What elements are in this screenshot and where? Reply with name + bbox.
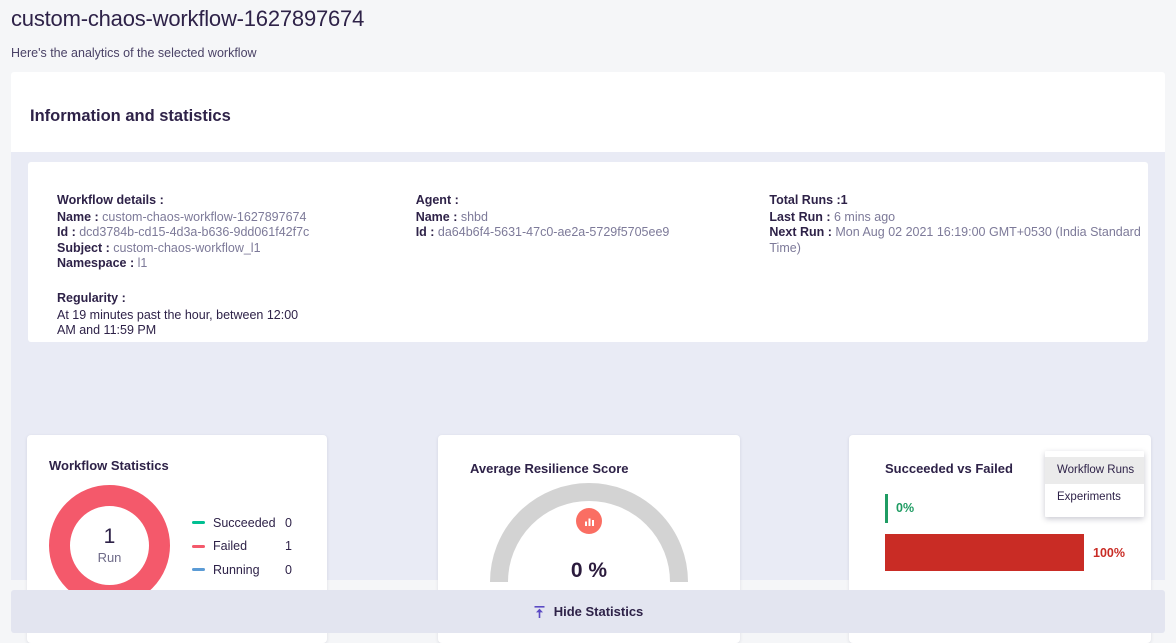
resilience-score-title: Average Resilience Score	[470, 461, 629, 476]
legend-dash-succeeded	[192, 521, 205, 525]
hide-statistics-button[interactable]: Hide Statistics	[11, 590, 1165, 633]
info-card: Workflow details : Name : custom-chaos-w…	[28, 162, 1148, 342]
last-run-row: Last Run : 6 mins ago	[769, 210, 1148, 225]
resilience-score-value: 0 %	[570, 559, 608, 582]
legend-dash-running	[192, 568, 205, 572]
hide-statistics-label: Hide Statistics	[553, 604, 644, 619]
bar-succeeded	[885, 493, 888, 523]
workflow-subject-value: custom-chaos-workflow_l1	[113, 240, 261, 255]
agent-column: Agent : Name : shbd Id : da64b6f4-5631-4…	[416, 192, 770, 338]
succeeded-vs-failed-bars: 0% 100%	[885, 493, 1125, 571]
workflow-details-heading: Workflow details :	[57, 193, 164, 207]
agent-heading: Agent :	[415, 193, 459, 207]
workflow-namespace-value: l1	[137, 256, 148, 271]
statistics-panel: Information and statistics Workflow deta…	[11, 72, 1165, 643]
regularity-block: Regularity : At 19 minutes past the hour…	[57, 290, 416, 339]
workflow-statistics-title: Workflow Statistics	[49, 458, 169, 473]
next-run-row: Next Run : Mon Aug 02 2021 16:19:00 GMT+…	[769, 225, 1148, 256]
chart-source-dropdown-menu[interactable]: Workflow Runs Experiments	[1045, 451, 1144, 517]
resilience-gauge: 0 %	[490, 483, 688, 592]
total-runs-heading: Total Runs :1	[769, 193, 848, 207]
panel-title: Information and statistics	[30, 107, 231, 125]
legend-label-running: Running	[213, 562, 260, 577]
page-title: custom-chaos-workflow-1627897674	[11, 6, 365, 31]
collapse-up-icon	[534, 605, 545, 618]
legend-item-running: Running 0	[192, 558, 292, 582]
workflow-id-value: dcd3784b-cd15-4d3a-b636-9dd061f42f7c	[79, 225, 310, 240]
legend-item-failed: Failed 1	[192, 535, 292, 559]
agent-id-row: Id : da64b6f4-5631-47c0-ae2a-5729f5705ee…	[416, 225, 770, 240]
bar-chart-icon-svg	[584, 518, 594, 526]
workflow-namespace-key: Namespace :	[57, 256, 138, 271]
regularity-heading: Regularity :	[57, 290, 126, 305]
legend-value-failed: 1	[285, 539, 292, 554]
bar-row-failed: 100%	[885, 534, 1125, 571]
regularity-line-1: At 19 minutes past the hour, between 12:…	[57, 307, 299, 322]
bar-label-succeeded: 0%	[896, 501, 915, 515]
gauge-arc-svg	[490, 483, 688, 583]
next-run-key: Next Run :	[769, 225, 836, 240]
last-run-value: 6 mins ago	[833, 210, 896, 224]
info-band: Workflow details : Name : custom-chaos-w…	[11, 152, 1165, 352]
workflow-statistics-legend: Succeeded 0 Failed 1 Running 0	[192, 511, 292, 582]
workflow-name-key: Name :	[57, 210, 103, 224]
agent-name-key: Name :	[415, 210, 461, 224]
next-run-value: Mon Aug 02 2021 16:19:00 GMT+0530 (India…	[769, 225, 1141, 255]
bar-chart-icon	[576, 508, 602, 534]
workflow-subject-row: Subject : custom-chaos-workflow_l1	[57, 241, 416, 256]
statistics-band: Workflow Statistics 1 Run Succeeded 0	[11, 352, 1165, 643]
regularity-line-2: AM and 11:59 PM	[57, 323, 157, 338]
workflow-id-key: Id :	[57, 225, 80, 240]
succeeded-vs-failed-title: Succeeded vs Failed	[885, 461, 1013, 476]
dropdown-item-workflow-runs[interactable]: Workflow Runs	[1045, 457, 1144, 484]
legend-value-succeeded: 0	[285, 515, 292, 530]
donut-center: 1 Run	[49, 485, 170, 606]
legend-dash-failed	[192, 544, 205, 548]
workflow-id-row: Id : dcd3784b-cd15-4d3a-b636-9dd061f42f7…	[57, 225, 416, 240]
legend-label-succeeded: Succeeded	[213, 515, 276, 530]
bar-label-failed: 100%	[1093, 545, 1125, 560]
agent-id-key: Id :	[415, 225, 438, 240]
donut-total-label: Run	[97, 550, 122, 565]
agent-name-value: shbd	[460, 210, 488, 224]
workflow-subject-key: Subject :	[57, 240, 114, 255]
bar-row-succeeded: 0%	[885, 493, 1125, 523]
agent-name-row: Name : shbd	[416, 210, 770, 225]
legend-label-failed: Failed	[213, 539, 248, 554]
agent-id-value: da64b6f4-5631-47c0-ae2a-5729f5705ee9	[437, 225, 670, 240]
total-runs-column: Total Runs :1 Last Run : 6 mins ago Next…	[769, 192, 1148, 338]
bar-failed	[885, 534, 1085, 571]
page-header: custom-chaos-workflow-1627897674 Here's …	[0, 0, 1176, 61]
dropdown-item-experiments[interactable]: Experiments	[1057, 491, 1121, 503]
donut-total-value: 1	[103, 525, 116, 548]
workflow-name-row: Name : custom-chaos-workflow-1627897674	[57, 210, 416, 225]
legend-item-succeeded: Succeeded 0	[192, 511, 292, 535]
page-subtitle: Here's the analytics of the selected wor…	[11, 46, 257, 60]
workflow-namespace-row: Namespace : l1	[57, 256, 416, 271]
legend-value-running: 0	[285, 562, 292, 577]
workflow-details-column: Workflow details : Name : custom-chaos-w…	[57, 192, 416, 338]
workflow-name-value: custom-chaos-workflow-1627897674	[102, 210, 307, 224]
last-run-key: Last Run :	[769, 210, 834, 224]
